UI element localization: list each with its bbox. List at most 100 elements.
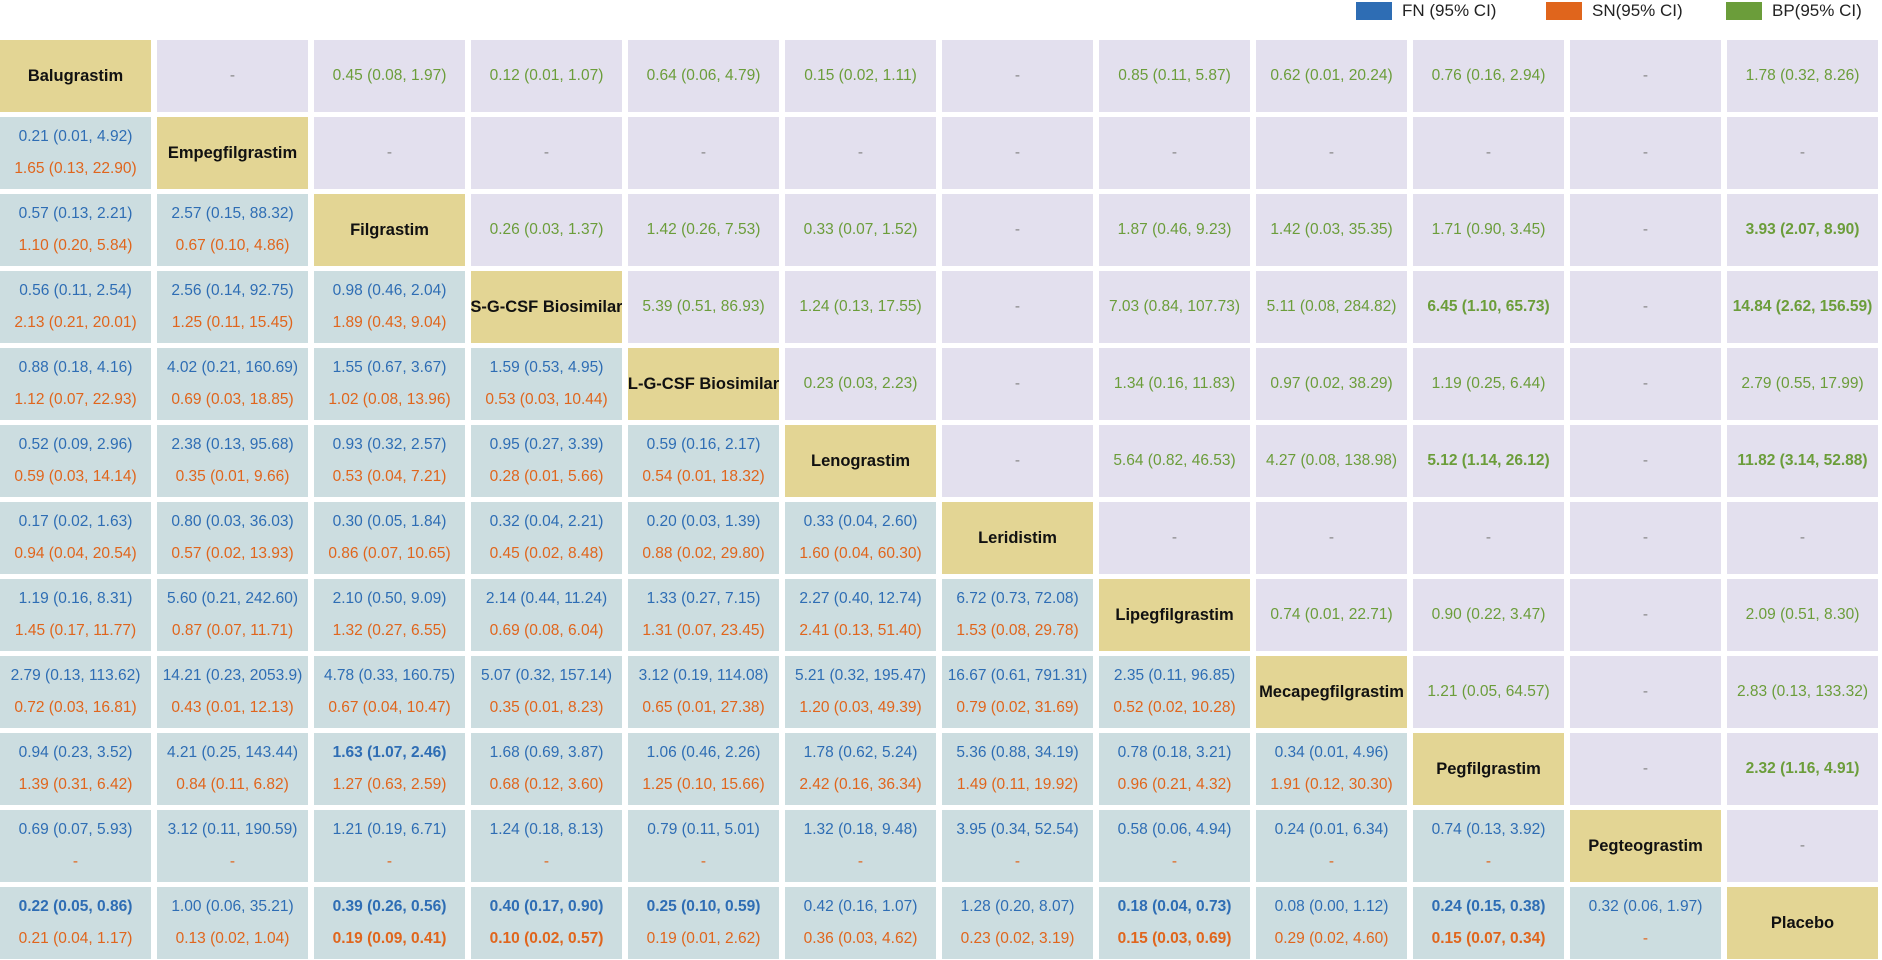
sn-value: -	[229, 853, 236, 871]
legend-item-sn: SN(95% CI)	[1546, 0, 1683, 22]
fn-value: 0.32 (0.04, 2.21)	[489, 513, 604, 531]
bp-value: 0.97 (0.02, 38.29)	[1270, 375, 1393, 393]
fn-sn-cell: 1.63 (1.07, 2.46) 1.27 (0.63, 2.59)	[314, 733, 465, 805]
bp-cell: 5.39 (0.51, 86.93)	[628, 271, 779, 343]
bp-cell: 0.64 (0.06, 4.79)	[628, 40, 779, 112]
sn-value: -	[857, 853, 864, 871]
fn-sn-cell: 1.19 (0.16, 8.31) 1.45 (0.17, 11.77)	[0, 579, 151, 651]
fn-value: 0.21 (0.01, 4.92)	[18, 128, 133, 146]
sn-value: 0.86 (0.07, 10.65)	[328, 545, 451, 563]
bp-value: -	[543, 144, 550, 162]
fn-value: 3.95 (0.34, 52.54)	[956, 821, 1079, 839]
sn-value: 2.42 (0.16, 36.34)	[799, 776, 922, 794]
sn-value: -	[386, 853, 393, 871]
fn-sn-cell: 6.72 (0.73, 72.08) 1.53 (0.08, 29.78)	[942, 579, 1093, 651]
fn-value: 0.24 (0.01, 6.34)	[1274, 821, 1389, 839]
fn-value: 0.79 (0.11, 5.01)	[647, 821, 760, 839]
bp-value: -	[1014, 144, 1021, 162]
bp-cell: -	[1570, 40, 1721, 112]
bp-value: 3.93 (2.07, 8.90)	[1745, 221, 1860, 239]
sn-value: 1.89 (0.43, 9.04)	[332, 314, 447, 332]
fn-value: 2.35 (0.11, 96.85)	[1113, 667, 1236, 685]
legend-item-bp: BP(95% CI)	[1726, 0, 1862, 22]
bp-value: -	[386, 144, 393, 162]
fn-sn-cell: 1.55 (0.67, 3.67) 1.02 (0.08, 13.96)	[314, 348, 465, 420]
fn-value: 2.14 (0.44, 11.24)	[485, 590, 608, 608]
fn-sn-cell: 2.57 (0.15, 88.32) 0.67 (0.10, 4.86)	[157, 194, 308, 266]
sn-value: 1.02 (0.08, 13.96)	[328, 391, 451, 409]
fn-sn-cell: 0.22 (0.05, 0.86) 0.21 (0.04, 1.17)	[0, 887, 151, 959]
bp-cell: -	[1570, 502, 1721, 574]
bp-value: -	[1799, 144, 1806, 162]
bp-value: 14.84 (2.62, 156.59)	[1732, 298, 1873, 316]
fn-value: 0.94 (0.23, 3.52)	[18, 744, 133, 762]
sn-value: 0.67 (0.10, 4.86)	[175, 237, 290, 255]
fn-sn-cell: 0.59 (0.16, 2.17) 0.54 (0.01, 18.32)	[628, 425, 779, 497]
bp-value: 1.24 (0.13, 17.55)	[799, 298, 922, 316]
sn-value: 0.35 (0.01, 8.23)	[489, 699, 604, 717]
fn-value: 0.88 (0.18, 4.16)	[18, 359, 133, 377]
bp-value: 0.12 (0.01, 1.07)	[489, 67, 604, 85]
bp-cell: -	[157, 40, 308, 112]
bp-cell: -	[314, 117, 465, 189]
bp-cell: 1.21 (0.05, 64.57)	[1413, 656, 1564, 728]
bp-value: 2.09 (0.51, 8.30)	[1745, 606, 1860, 624]
fn-sn-cell: 0.39 (0.26, 0.56) 0.19 (0.09, 0.41)	[314, 887, 465, 959]
sn-value: 0.13 (0.02, 1.04)	[175, 930, 290, 948]
fn-sn-cell: 5.21 (0.32, 195.47) 1.20 (0.03, 49.39)	[785, 656, 936, 728]
fn-sn-cell: 1.32 (0.18, 9.48) -	[785, 810, 936, 882]
bp-value: 0.64 (0.06, 4.79)	[646, 67, 761, 85]
sn-value: 1.20 (0.03, 49.39)	[799, 699, 922, 717]
fn-value: 0.30 (0.05, 1.84)	[332, 513, 447, 531]
fn-sn-cell: 0.34 (0.01, 4.96) 1.91 (0.12, 30.30)	[1256, 733, 1407, 805]
bp-cell: -	[1099, 502, 1250, 574]
sn-value: 0.23 (0.02, 3.19)	[960, 930, 1075, 948]
bp-cell: -	[1570, 579, 1721, 651]
sn-value: 0.10 (0.02, 0.57)	[489, 930, 604, 948]
bp-cell: 0.23 (0.03, 2.23)	[785, 348, 936, 420]
sn-value: 0.15 (0.07, 0.34)	[1431, 930, 1546, 948]
sn-value: 0.67 (0.04, 10.47)	[328, 699, 451, 717]
bp-value: 7.03 (0.84, 107.73)	[1109, 298, 1240, 316]
fn-sn-cell: 2.38 (0.13, 95.68) 0.35 (0.01, 9.66)	[157, 425, 308, 497]
bp-cell: 0.90 (0.22, 3.47)	[1413, 579, 1564, 651]
fn-value: 0.33 (0.04, 2.60)	[803, 513, 918, 531]
bp-cell: 2.09 (0.51, 8.30)	[1727, 579, 1878, 651]
bp-value: -	[1799, 529, 1806, 547]
bp-cell: -	[942, 40, 1093, 112]
bp-value: 1.21 (0.05, 64.57)	[1427, 683, 1550, 701]
sn-value: 0.94 (0.04, 20.54)	[14, 545, 137, 563]
fn-sn-cell: 2.56 (0.14, 92.75) 1.25 (0.11, 15.45)	[157, 271, 308, 343]
bp-value: 6.45 (1.10, 65.73)	[1427, 298, 1550, 316]
bp-value: 0.45 (0.08, 1.97)	[332, 67, 447, 85]
bp-cell: 0.26 (0.03, 1.37)	[471, 194, 622, 266]
treatment-label: Balugrastim	[0, 40, 151, 112]
sn-value: 1.25 (0.11, 15.45)	[171, 314, 294, 332]
legend-label-bp: BP(95% CI)	[1772, 1, 1862, 20]
bp-cell: -	[1256, 502, 1407, 574]
bp-cell: 0.76 (0.16, 2.94)	[1413, 40, 1564, 112]
bp-cell: 0.45 (0.08, 1.97)	[314, 40, 465, 112]
sn-value: 1.31 (0.07, 23.45)	[642, 622, 765, 640]
bp-cell: 1.19 (0.25, 6.44)	[1413, 348, 1564, 420]
bp-value: 0.85 (0.11, 5.87)	[1118, 67, 1231, 85]
sn-value: 1.60 (0.04, 60.30)	[799, 545, 922, 563]
fn-value: 1.63 (1.07, 2.46)	[332, 744, 447, 762]
fn-value: 0.24 (0.15, 0.38)	[1431, 898, 1546, 916]
sn-value: 0.35 (0.01, 9.66)	[175, 468, 290, 486]
fn-value: 0.17 (0.02, 1.63)	[18, 513, 133, 531]
bp-cell: -	[785, 117, 936, 189]
bp-value: 1.78 (0.32, 8.26)	[1745, 67, 1860, 85]
sn-value: -	[72, 853, 79, 871]
fn-sn-cell: 0.42 (0.16, 1.07) 0.36 (0.03, 4.62)	[785, 887, 936, 959]
bp-value: 1.19 (0.25, 6.44)	[1431, 375, 1546, 393]
sn-value: 0.15 (0.03, 0.69)	[1117, 930, 1232, 948]
sn-value: 0.57 (0.02, 13.93)	[171, 545, 294, 563]
fn-sn-cell: 2.79 (0.13, 113.62) 0.72 (0.03, 16.81)	[0, 656, 151, 728]
bp-value: -	[1642, 529, 1649, 547]
fn-value: 0.78 (0.18, 3.21)	[1117, 744, 1232, 762]
bp-cell: 1.78 (0.32, 8.26)	[1727, 40, 1878, 112]
treatment-label: Mecapegfilgrastim	[1256, 656, 1407, 728]
sn-value: 0.79 (0.02, 31.69)	[956, 699, 1079, 717]
bp-cell: -	[1570, 425, 1721, 497]
